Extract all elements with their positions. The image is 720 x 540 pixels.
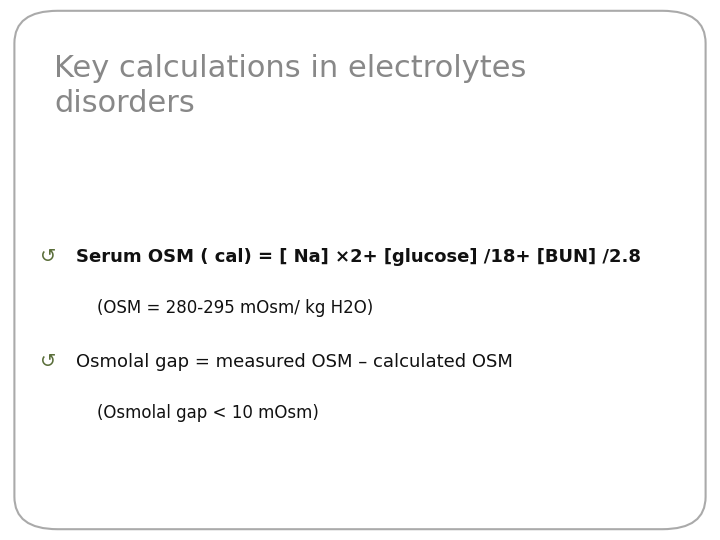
Text: Key calculations in electrolytes
disorders: Key calculations in electrolytes disorde… — [54, 54, 526, 118]
FancyBboxPatch shape — [14, 11, 706, 529]
Text: ↺: ↺ — [40, 352, 56, 372]
Text: Osmolal gap = measured OSM – calculated OSM: Osmolal gap = measured OSM – calculated … — [76, 353, 513, 371]
Text: ↺: ↺ — [40, 247, 56, 266]
Text: (OSM = 280-295 mOsm/ kg H2O): (OSM = 280-295 mOsm/ kg H2O) — [97, 299, 374, 317]
Text: Serum OSM ( cal) = [ Na] ×2+ [glucose] /18+ [BUN] /2.8: Serum OSM ( cal) = [ Na] ×2+ [glucose] /… — [76, 247, 641, 266]
Text: (Osmolal gap < 10 mOsm): (Osmolal gap < 10 mOsm) — [97, 404, 319, 422]
